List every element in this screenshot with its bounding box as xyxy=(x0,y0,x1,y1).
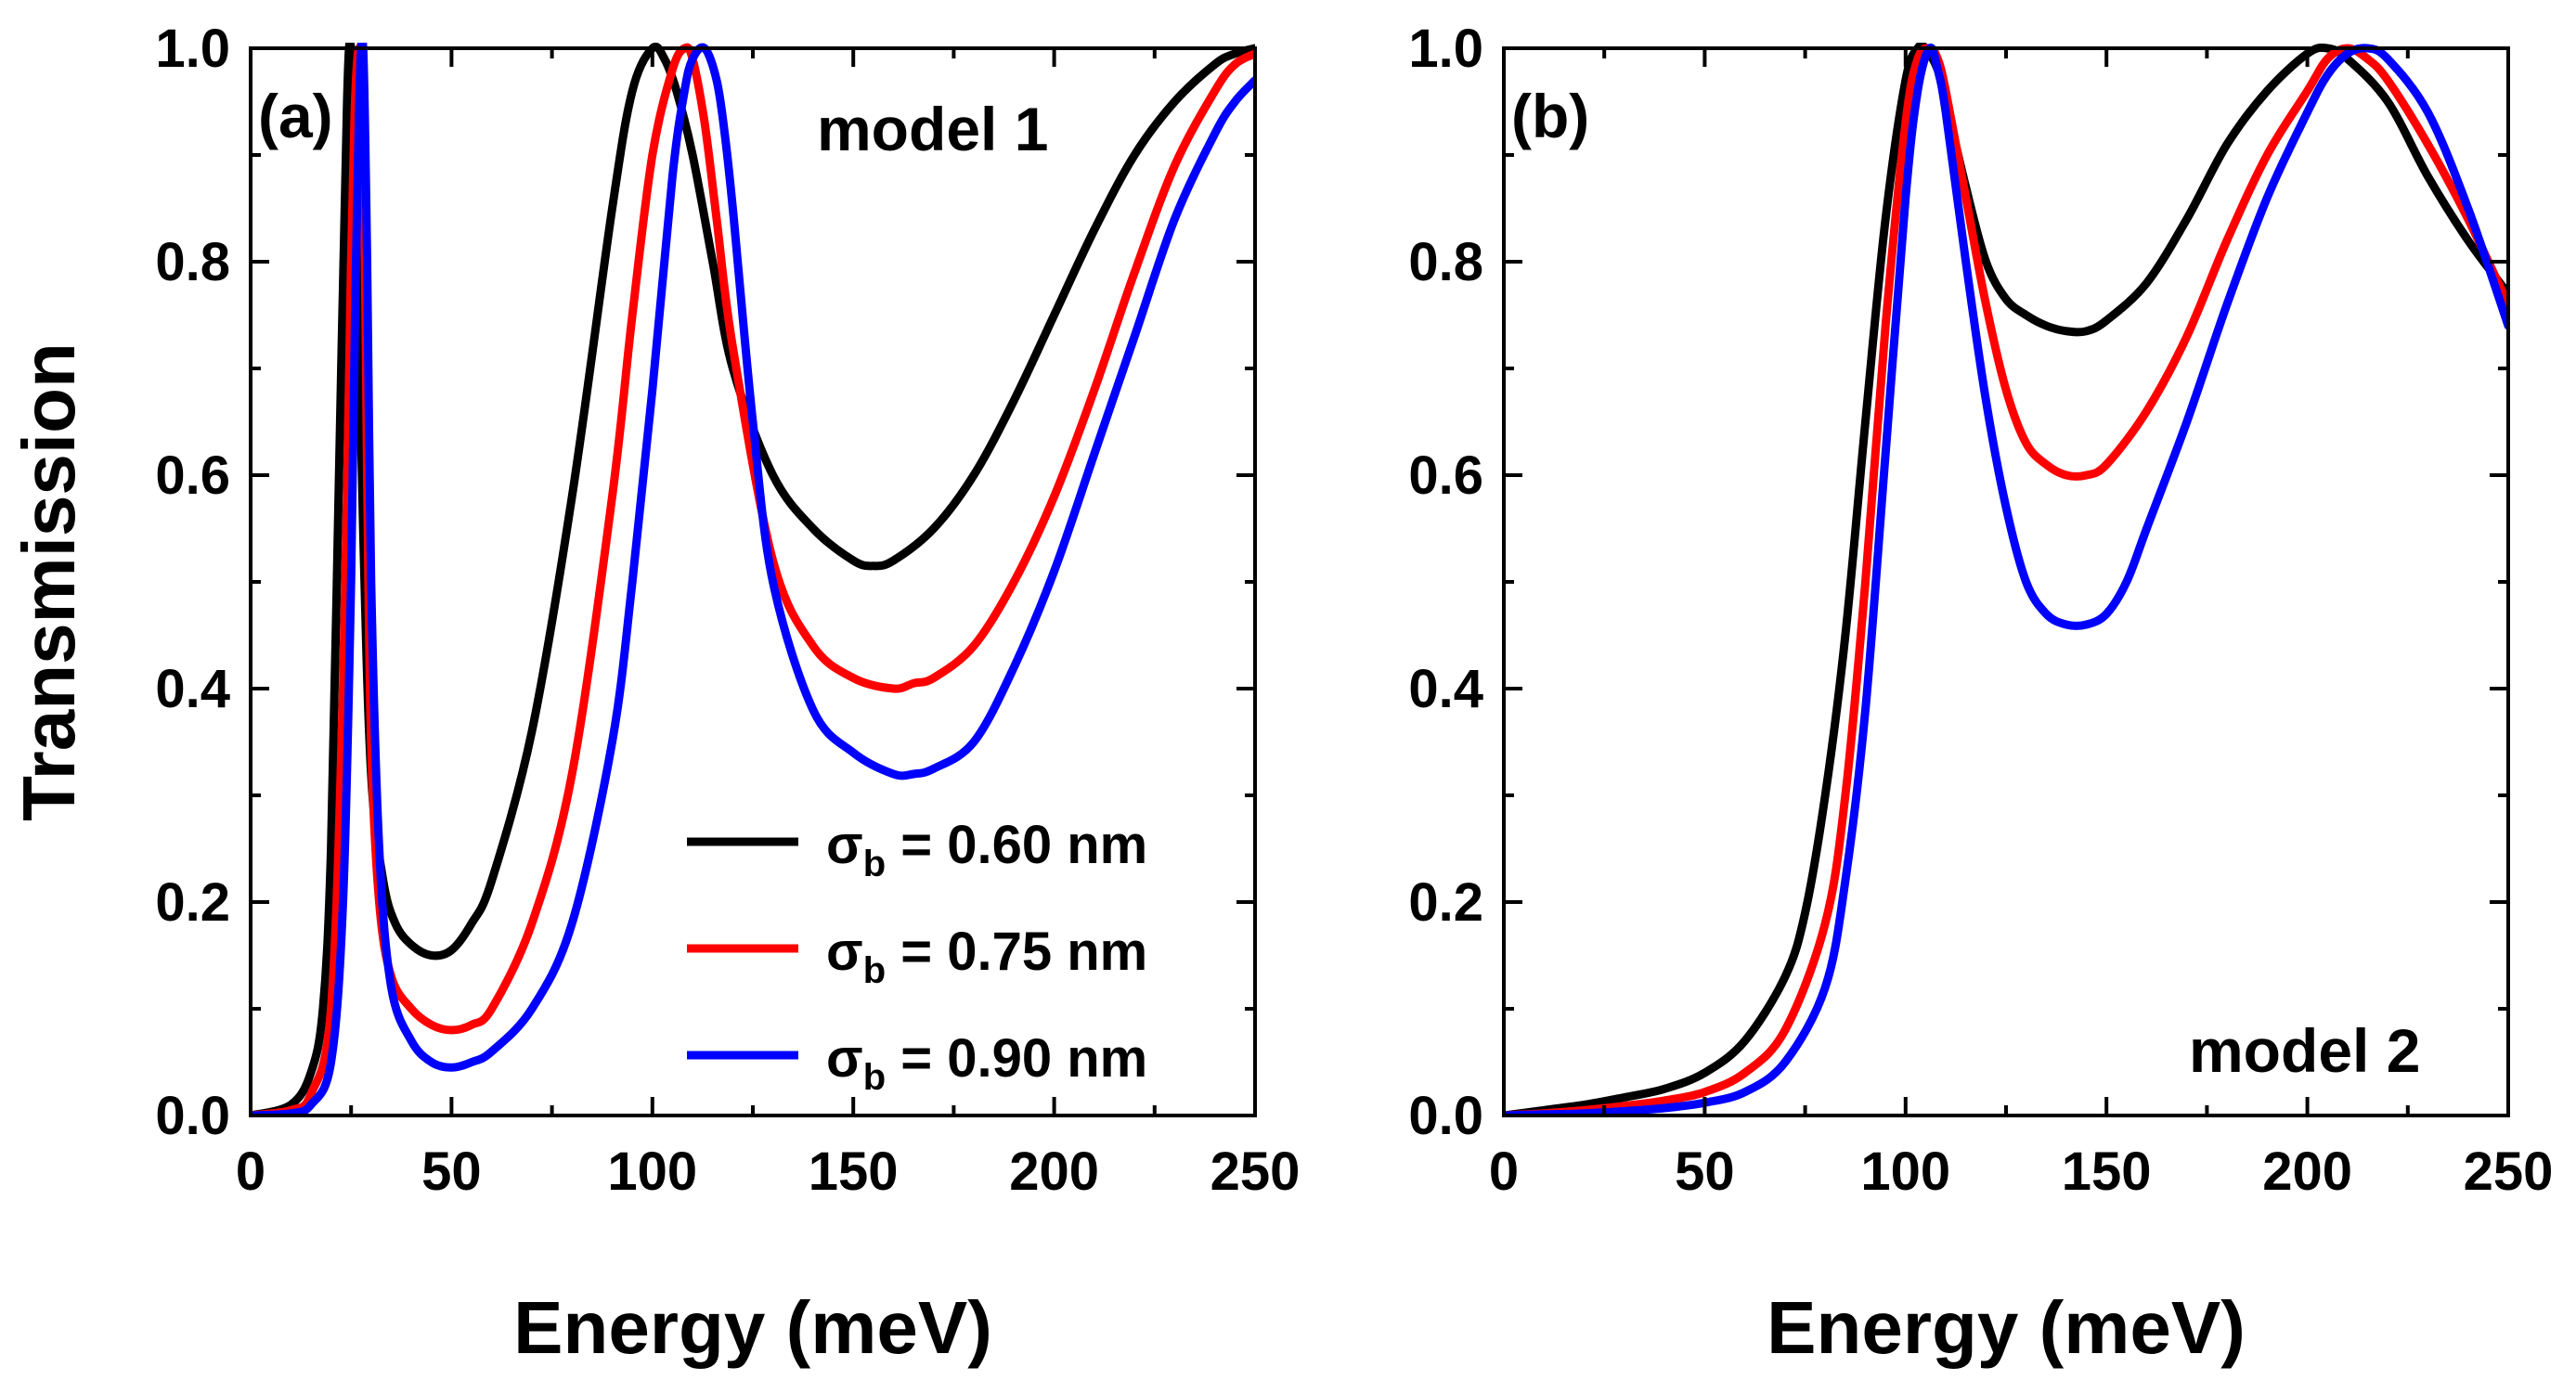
y-tick-label: 0.0 xyxy=(1408,1086,1483,1146)
panel-b-label: (b) xyxy=(1511,82,1589,150)
panel-a-series-2 xyxy=(251,43,1255,1116)
y-tick-label: 1.0 xyxy=(155,19,230,79)
panel-a-curves xyxy=(251,43,1255,1116)
panel-b-frame xyxy=(1502,46,2510,1117)
panel-b-tick-labels: 0 50 100 150 200 250 0.0 0.2 0.4 0.6 0.8 1.0 xyxy=(1408,19,2553,1202)
legend-label-0: σb = 0.60 nm xyxy=(826,815,1147,884)
panel-a-ticks xyxy=(249,46,1257,1117)
panel-a-series-0 xyxy=(251,43,1255,1116)
y-tick-label: 0.6 xyxy=(1408,445,1483,506)
x-tick-label: 100 xyxy=(1860,1141,1950,1202)
y-tick-label: 0.8 xyxy=(1408,232,1483,292)
panel-a-x-axis-title: Energy (meV) xyxy=(513,1286,992,1369)
y-tick-label: 0.6 xyxy=(155,445,230,506)
panel-a-label: (a) xyxy=(258,82,333,150)
panel-b-series-1 xyxy=(1504,44,2508,1116)
x-tick-label: 0 xyxy=(236,1141,265,1202)
y-tick-label: 1.0 xyxy=(1408,19,1483,79)
legend-label-2: σb = 0.90 nm xyxy=(826,1028,1147,1098)
y-tick-label: 0.8 xyxy=(155,232,230,292)
x-tick-label: 150 xyxy=(809,1141,899,1202)
x-tick-label: 50 xyxy=(421,1141,482,1202)
x-tick-label: 200 xyxy=(1009,1141,1099,1202)
panel-b-series-2 xyxy=(1504,43,2508,1116)
panel-b: 0 50 100 150 200 250 0.0 0.2 0.4 0.6 0.8 1.0 (b) mo… xyxy=(1408,19,2553,1369)
x-tick-label: 100 xyxy=(607,1141,697,1202)
panel-a: 0 50 100 150 200 250 0.0 0.2 0.4 0.6 0.8 1.0 (a) mo… xyxy=(7,19,1300,1369)
y-axis-title: Transmission xyxy=(7,342,90,821)
legend-label-1: σb = 0.75 nm xyxy=(826,922,1147,991)
panel-b-ticks xyxy=(1502,46,2510,1117)
y-tick-label: 0.4 xyxy=(155,659,230,719)
x-tick-label: 50 xyxy=(1675,1141,1735,1202)
y-tick-label: 0.2 xyxy=(155,872,230,933)
panel-a-annotation: model 1 xyxy=(817,95,1048,163)
x-tick-label: 150 xyxy=(2062,1141,2152,1202)
x-tick-label: 250 xyxy=(1210,1141,1301,1202)
panel-b-curves xyxy=(1504,43,2508,1116)
y-tick-label: 0.0 xyxy=(155,1086,230,1146)
panel-a-tick-labels: 0 50 100 150 200 250 0.0 0.2 0.4 0.6 0.8 1.0 xyxy=(155,19,1300,1202)
panel-b-x-axis-title: Energy (meV) xyxy=(1767,1286,2246,1369)
x-tick-label: 250 xyxy=(2464,1141,2554,1202)
y-tick-label: 0.4 xyxy=(1408,659,1483,719)
x-tick-label: 0 xyxy=(1489,1141,1519,1202)
legend: σb = 0.60 nm σb = 0.75 nm σb = 0.90 nm xyxy=(687,815,1147,1098)
panel-b-annotation: model 2 xyxy=(2189,1016,2420,1085)
y-tick-label: 0.2 xyxy=(1408,872,1483,933)
panel-b-series-0 xyxy=(1504,43,2508,1116)
x-tick-label: 200 xyxy=(2262,1141,2352,1202)
